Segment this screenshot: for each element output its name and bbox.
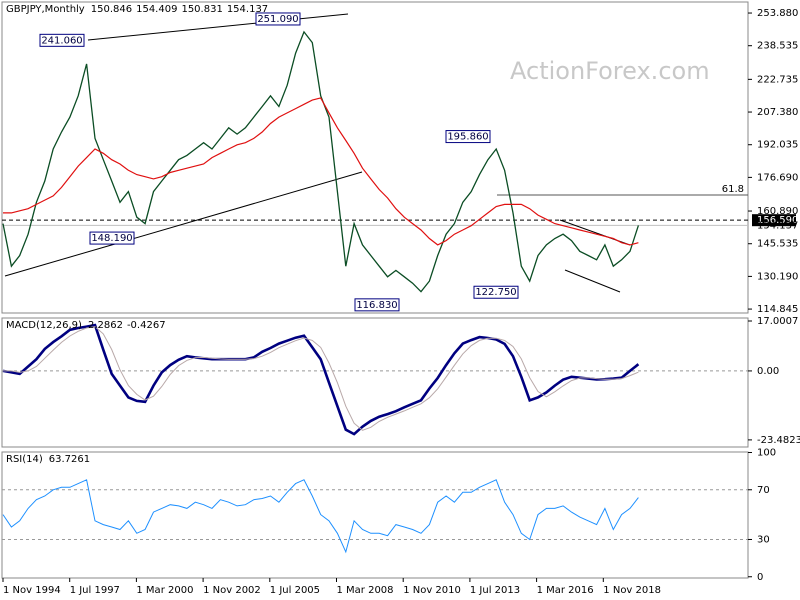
fib-label: 61.8 <box>722 184 744 195</box>
current-label: 154.137 <box>757 220 798 231</box>
y-tick-label: 0.00 <box>757 366 779 377</box>
price-tag-label: 148.190 <box>91 233 132 244</box>
trend-line <box>87 13 349 41</box>
x-tick-label: 1 Nov 2018 <box>603 585 661 596</box>
series-line <box>2 479 639 554</box>
panel-frame <box>1 1 749 314</box>
y-tick-label: 0 <box>757 572 763 583</box>
panel-title: GBPJPY,Monthly <box>6 4 85 15</box>
price-tag-label: 241.060 <box>41 35 82 46</box>
price-tag <box>473 285 519 299</box>
x-tick-label: 1 Mar 2008 <box>337 585 394 596</box>
price-tag-label: 116.830 <box>356 300 397 311</box>
price-tag <box>39 33 85 47</box>
readout: 154.409 <box>136 4 177 15</box>
price-tag-label: 122.750 <box>475 287 516 298</box>
y-tick-label: 222.735 <box>757 74 798 85</box>
watermark: ActionForex.com <box>510 57 710 85</box>
series-line <box>2 30 640 293</box>
y-tick-label: 30 <box>757 534 770 545</box>
y-tick-label: 70 <box>757 485 770 496</box>
price-tag-label: 251.090 <box>257 14 298 25</box>
y-tick-label: 100 <box>757 447 776 458</box>
x-tick-label: 1 Jul 1997 <box>70 585 120 596</box>
readout: 150.831 <box>181 4 222 15</box>
panel-title: RSI(14) <box>6 454 43 465</box>
trend-line <box>564 269 621 293</box>
price-tag <box>255 12 301 26</box>
y-tick-label: 253.880 <box>757 8 798 19</box>
price-tag <box>354 298 400 312</box>
series-line <box>2 323 640 436</box>
y-tick-label: 238.535 <box>757 41 798 52</box>
y-tick-label: 114.845 <box>757 304 798 315</box>
readout: 2.2862 <box>88 320 123 331</box>
x-tick-label: 1 Nov 2010 <box>403 585 461 596</box>
y-tick-label: 176.690 <box>757 172 798 183</box>
readout: 150.846 <box>91 4 132 15</box>
series-line <box>3 97 639 246</box>
y-tick-label: 145.535 <box>757 239 798 250</box>
y-tick-label: 160.890 <box>757 206 798 217</box>
x-tick-label: 1 Nov 2002 <box>203 585 261 596</box>
trend-line <box>4 171 363 277</box>
y-tick-label: 192.035 <box>757 140 798 151</box>
price-tag-label: 195.860 <box>447 132 488 143</box>
level-tag <box>752 214 796 227</box>
readout: 63.7261 <box>49 454 90 465</box>
x-tick-label: 1 Mar 2016 <box>537 585 594 596</box>
level-label: 156.590 <box>757 215 798 226</box>
y-tick-label: 130.190 <box>757 271 798 282</box>
x-tick-label: 1 Jul 2005 <box>270 585 320 596</box>
y-tick-label: 17.0007 <box>757 316 798 327</box>
panel-frame <box>1 451 749 579</box>
series-line <box>3 326 639 431</box>
y-tick-label: -23.4823 <box>757 435 800 446</box>
readout: 154.137 <box>227 4 268 15</box>
x-tick-label: 1 Jul 2013 <box>470 585 520 596</box>
panel-frame <box>1 317 749 448</box>
x-tick-label: 1 Mar 2000 <box>136 585 193 596</box>
y-tick-label: 207.380 <box>757 107 798 118</box>
price-tag <box>445 130 491 144</box>
price-tag <box>89 231 135 245</box>
x-tick-label: 1 Nov 1994 <box>3 585 61 596</box>
readout: -0.4267 <box>127 320 166 331</box>
panel-title: MACD(12,26,9) <box>6 320 82 331</box>
